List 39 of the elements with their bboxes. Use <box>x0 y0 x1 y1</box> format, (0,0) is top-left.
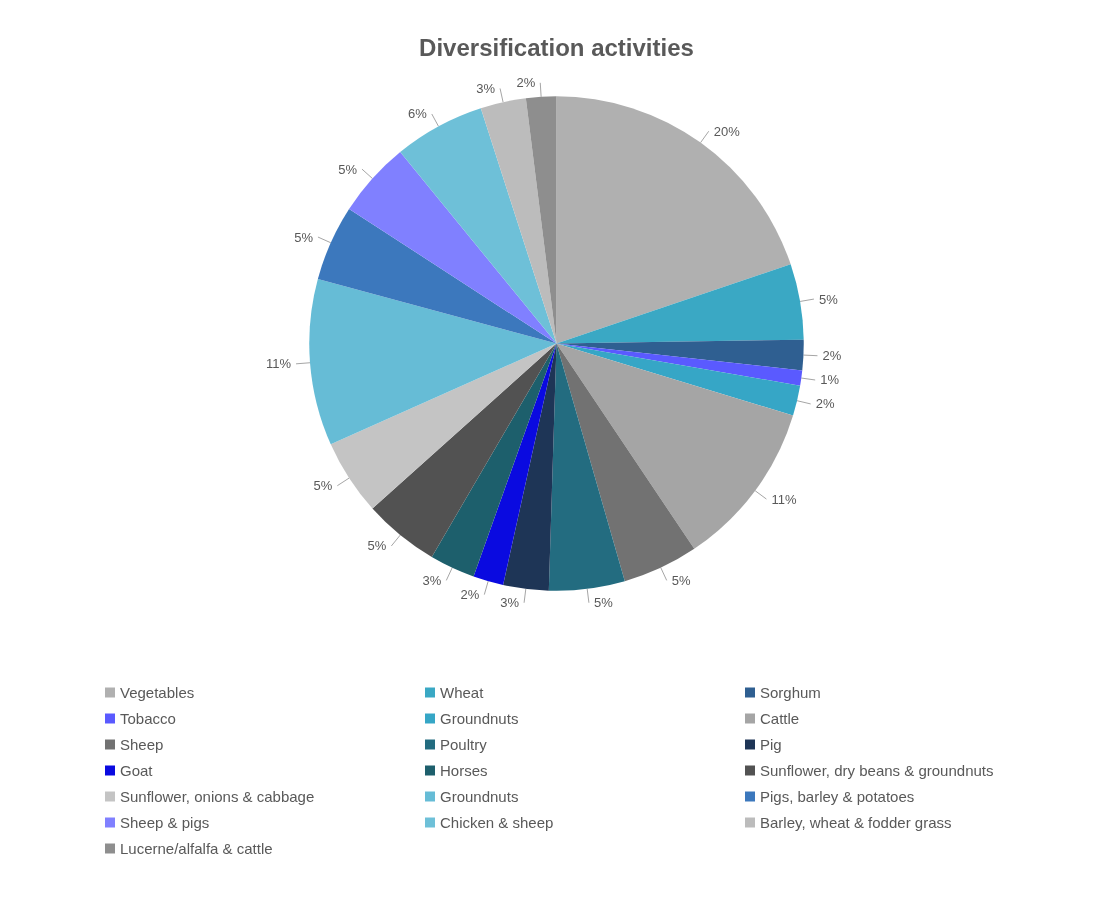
data-label: 3% <box>476 80 496 96</box>
legend-label: Groundnuts <box>440 710 519 727</box>
data-label: 5% <box>671 572 691 588</box>
data-label: 5% <box>593 595 614 611</box>
legend-label: Goat <box>120 762 154 779</box>
data-label: 5% <box>294 229 314 245</box>
legend-label: Chicken & sheep <box>440 814 554 831</box>
data-label: 5% <box>367 538 387 554</box>
legend-label: Groundnuts <box>440 788 519 805</box>
legend-label: Sunflower, dry beans & groundnuts <box>760 762 994 779</box>
legend-label: Poultry <box>440 736 488 753</box>
data-label: 3% <box>500 595 520 611</box>
legend-label: Sheep & pigs <box>120 814 210 831</box>
legend-label: Horses <box>440 762 488 779</box>
legend-label: Pig <box>760 736 782 753</box>
data-label: 2% <box>460 587 480 603</box>
legend-label: Sunflower, onions & cabbage <box>120 788 315 805</box>
data-label: 2% <box>822 348 842 364</box>
data-label: 6% <box>407 106 428 122</box>
data-label: 5% <box>818 291 839 307</box>
data-label: 11% <box>771 491 797 507</box>
data-label: 11% <box>265 356 292 372</box>
data-label: 5% <box>338 161 358 177</box>
legend-label: Barley, wheat & fodder grass <box>760 814 952 831</box>
legend-label: Wheat <box>440 684 485 701</box>
data-label: 1% <box>820 372 840 388</box>
legend-label: Lucerne/alfalfa & cattle <box>120 840 273 857</box>
legend-label: Sheep <box>120 736 164 753</box>
legend-label: Vegetables <box>120 684 195 701</box>
data-label: 20% <box>713 123 741 139</box>
data-label: 3% <box>422 572 442 588</box>
legend-label: Pigs, barley & potatoes <box>760 788 915 805</box>
legend-label: Tobacco <box>120 710 176 727</box>
data-label: 2% <box>815 396 835 412</box>
chart-title: Diversification activities <box>419 33 694 61</box>
data-label: 5% <box>313 478 333 494</box>
legend-label: Cattle <box>760 710 800 727</box>
data-label: 2% <box>516 75 536 91</box>
legend-label: Sorghum <box>760 684 821 701</box>
